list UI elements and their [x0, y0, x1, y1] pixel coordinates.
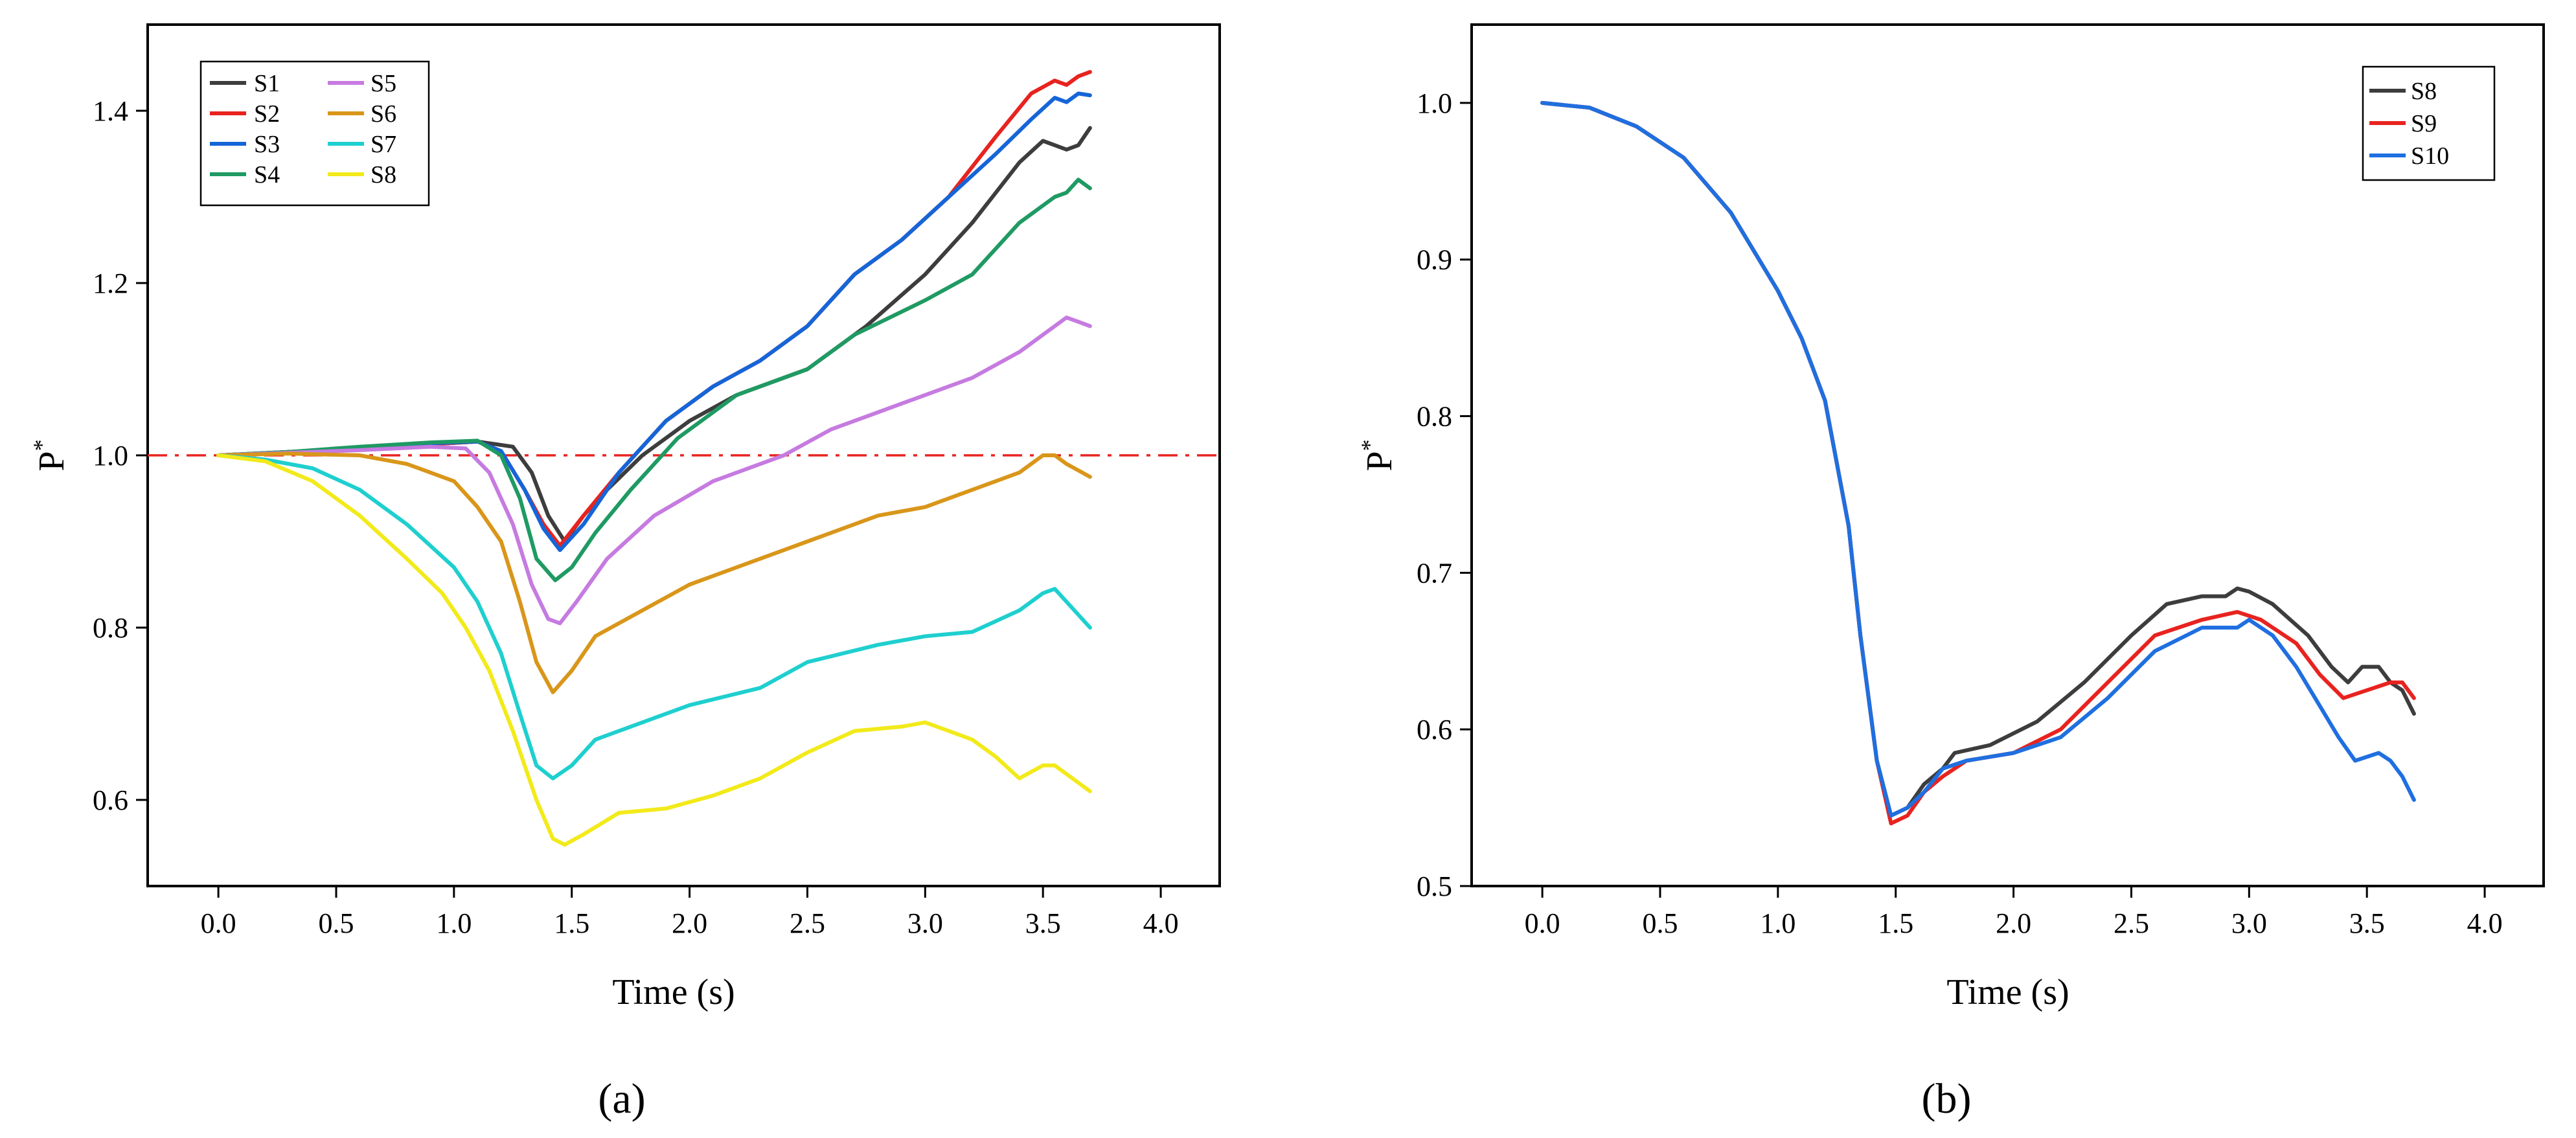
series-line-s10	[1540, 100, 2416, 818]
x-tick-label: 4.0	[1143, 907, 1179, 939]
y-axis-label-b-base: P	[1360, 451, 1400, 471]
series-line-s4	[216, 177, 1092, 582]
series-line-s8	[1540, 100, 2416, 818]
y-tick-label: 0.8	[93, 612, 128, 644]
series-line-s5	[216, 315, 1092, 626]
y-tick-label: 0.8	[1417, 401, 1452, 433]
legend-label-s9: S9	[2411, 110, 2437, 137]
legend-items-b: S8 S9 S10	[2369, 78, 2449, 170]
series-group-a	[216, 70, 1092, 847]
legend-label-s7: S7	[370, 131, 396, 158]
x-tick-label: 2.0	[1996, 907, 2031, 939]
x-tick-label: 1.5	[554, 907, 589, 939]
chart-a: 0.0 0.5 1.0 1.5 2.0 2.5 3.0 3.5 4.0 0.6 0.8 1.0 1.2…	[28, 23, 1221, 1122]
y-tick-label: 0.7	[1417, 557, 1452, 589]
x-axis-label-a: Time (s)	[612, 972, 735, 1012]
y-axis-label-b-sup: *	[1356, 439, 1382, 451]
series-line-s7	[216, 453, 1092, 780]
legend-label-s5: S5	[370, 70, 396, 97]
x-ticks-b: 0.0 0.5 1.0 1.5 2.0 2.5 3.0 3.5 4.0	[1525, 886, 2503, 939]
legend-label-s10: S10	[2411, 142, 2449, 170]
legend-label-s6: S6	[370, 100, 396, 128]
y-tick-label: 1.2	[93, 267, 128, 299]
x-tick-label: 0.0	[201, 907, 236, 939]
x-tick-label: 3.5	[2349, 907, 2385, 939]
legend-box-a	[199, 60, 430, 207]
series-line-s9	[1540, 100, 2416, 826]
y-tick-label: 1.4	[93, 95, 128, 127]
y-axis-label-b: P*	[1356, 439, 1400, 471]
y-axis-label-a-base: P	[32, 451, 72, 471]
legend-label-s2: S2	[254, 100, 280, 128]
legend-label-s4: S4	[254, 161, 280, 188]
y-axis-label-a-sup: *	[28, 439, 54, 451]
y-axis-label-a: P*	[28, 439, 72, 471]
legend-label-s8: S8	[2411, 78, 2437, 105]
legend-label-s8: S8	[370, 161, 396, 188]
legend-a: S1 S2 S3 S4 S5 S6 S7 S8	[199, 60, 430, 207]
y-tick-label: 0.6	[93, 784, 128, 816]
x-tick-label: 3.5	[1025, 907, 1061, 939]
y-tick-label: 0.5	[1417, 871, 1452, 902]
x-tick-label: 0.0	[1525, 907, 1560, 939]
y-tick-label: 1.0	[93, 440, 128, 472]
x-axis-label-b: Time (s)	[1946, 972, 2069, 1012]
panel-label-a: (a)	[598, 1075, 645, 1122]
x-tick-label: 0.5	[318, 907, 354, 939]
legend-b: S8 S9 S10	[2362, 65, 2496, 181]
x-tick-label: 4.0	[2467, 907, 2503, 939]
y-tick-label: 0.9	[1417, 244, 1452, 276]
x-tick-label: 2.5	[2114, 907, 2149, 939]
panel-label-b: (b)	[1922, 1075, 1972, 1122]
series-line-s6	[216, 451, 1092, 694]
legend-label-s1: S1	[254, 70, 280, 97]
x-tick-label: 2.5	[790, 907, 825, 939]
legend-label-s3: S3	[254, 131, 280, 158]
x-tick-label: 2.0	[672, 907, 707, 939]
series-line-s8	[216, 453, 1092, 847]
plot-area-b	[1470, 23, 2545, 887]
x-tick-label: 3.0	[2231, 907, 2267, 939]
legend-items-a: S1 S2 S3 S4 S5 S6 S7 S8	[210, 70, 396, 188]
x-tick-label: 1.0	[436, 907, 472, 939]
y-ticks-b: 0.5 0.6 0.7 0.8 0.9 1.0	[1417, 87, 1472, 902]
y-ticks-a: 0.6 0.8 1.0 1.2 1.4	[93, 95, 148, 816]
x-tick-label: 1.0	[1760, 907, 1795, 939]
x-tick-label: 1.5	[1878, 907, 1913, 939]
x-ticks-a: 0.0 0.5 1.0 1.5 2.0 2.5 3.0 3.5 4.0	[201, 886, 1179, 939]
y-tick-label: 1.0	[1417, 87, 1452, 119]
y-tick-label: 0.6	[1417, 714, 1452, 745]
x-tick-label: 3.0	[907, 907, 943, 939]
x-tick-label: 0.5	[1642, 907, 1678, 939]
series-group-b	[1540, 100, 2416, 826]
chart-b: 0.0 0.5 1.0 1.5 2.0 2.5 3.0 3.5 4.0 0.5 0.6 0.7 0.8…	[1356, 23, 2545, 1122]
